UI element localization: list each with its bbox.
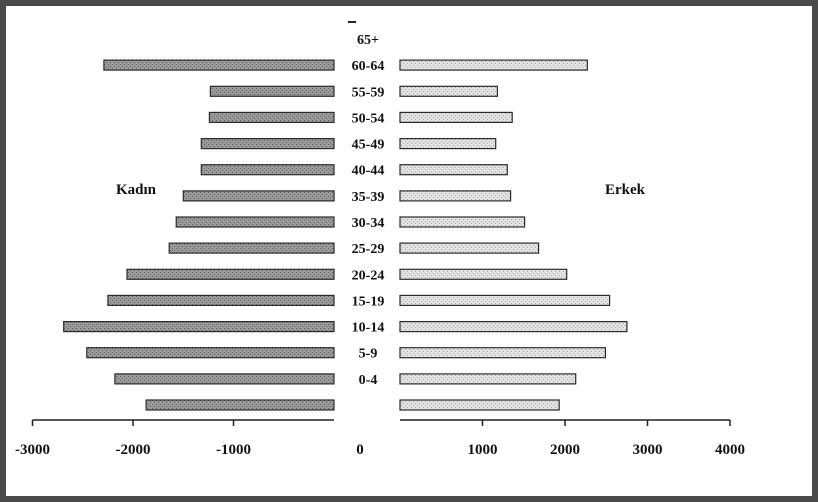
bar-erkek-60-64 [399, 59, 588, 71]
bar-kadin-40-44 [200, 164, 335, 176]
bar-kadin-30-34 [175, 216, 335, 228]
bar-erkek-5-9 [399, 347, 606, 359]
bar-kadin-45-49 [200, 138, 335, 150]
bar-erkek-30-34 [399, 216, 526, 228]
bar-kadin-unlabeled [145, 399, 335, 411]
x-tick-label: 1000 [468, 442, 498, 458]
age-group-label: 40-44 [352, 164, 385, 179]
bar-kadin-10-14 [63, 321, 335, 333]
x-tick-label: -1000 [216, 442, 251, 458]
x-tick-label: -3000 [15, 442, 50, 458]
bar-kadin-25-29 [168, 242, 335, 254]
age-group-label: 50-54 [352, 111, 385, 126]
x-tick-label: -2000 [116, 442, 151, 458]
bar-kadin-60-64 [103, 59, 335, 71]
bar-kadin-35-39 [182, 190, 335, 202]
kadin-bars [63, 59, 335, 411]
erkek-bars [399, 59, 628, 411]
bar-erkek-35-39 [399, 190, 512, 202]
bar-erkek-50-54 [399, 111, 513, 124]
x-axis: -3000 -2000 -1000 0 1000 2000 3000 4000 [15, 419, 745, 458]
bar-kadin-50-54 [208, 111, 335, 124]
bar-kadin-0-4 [114, 373, 335, 385]
bar-kadin-5-9 [86, 347, 335, 359]
x-tick-label: 3000 [633, 442, 663, 458]
bar-erkek-unlabeled [399, 399, 560, 411]
series-label-erkek: Erkek [605, 182, 646, 198]
bar-erkek-0-4 [399, 373, 577, 385]
age-group-label: 0-4 [359, 373, 378, 388]
bar-kadin-20-24 [126, 268, 335, 280]
bar-erkek-10-14 [399, 321, 628, 333]
age-group-label: 45-49 [352, 138, 385, 153]
age-group-label: 60-64 [352, 59, 385, 74]
age-group-label: 20-24 [352, 268, 385, 283]
age-group-label: 65+ [357, 33, 379, 48]
bar-kadin-55-59 [209, 85, 335, 97]
bar-erkek-45-49 [399, 138, 497, 150]
age-group-label: 25-29 [352, 242, 385, 257]
age-group-label: 35-39 [352, 190, 385, 205]
bar-erkek-55-59 [399, 85, 499, 97]
bar-erkek-15-19 [399, 294, 611, 306]
bar-kadin-15-19 [107, 294, 335, 306]
age-group-labels: 0-4 5-9 10-14 15-19 20-24 25-29 30-34 35-39 40-4… [348, 21, 385, 388]
bar-erkek-25-29 [399, 242, 540, 254]
x-tick-label: 4000 [715, 442, 745, 458]
age-group-label: 55-59 [352, 85, 385, 100]
x-tick-label: 2000 [550, 442, 580, 458]
x-tick-label: 0 [356, 442, 364, 458]
age-group-label: 10-14 [352, 321, 385, 336]
age-group-label: 15-19 [352, 294, 385, 309]
series-label-kadin: Kadın [116, 182, 157, 198]
bar-erkek-40-44 [399, 164, 508, 176]
age-group-label: 5-9 [359, 347, 378, 362]
bar-erkek-20-24 [399, 268, 568, 280]
age-group-label: 30-34 [352, 216, 385, 231]
